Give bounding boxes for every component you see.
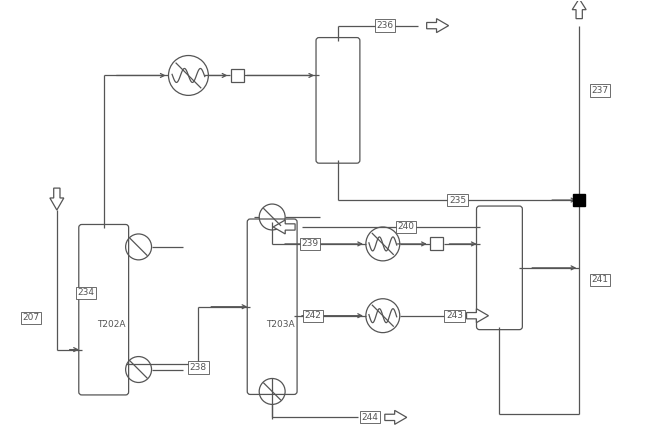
Text: 242: 242	[305, 311, 322, 320]
Text: 240: 240	[397, 222, 414, 232]
Text: 243: 243	[446, 311, 463, 320]
FancyBboxPatch shape	[79, 225, 129, 395]
FancyBboxPatch shape	[316, 38, 360, 163]
FancyBboxPatch shape	[477, 206, 523, 329]
Text: T203A: T203A	[266, 320, 295, 329]
Text: 207: 207	[23, 313, 39, 322]
Text: 236: 236	[376, 21, 393, 30]
Polygon shape	[572, 0, 586, 19]
Text: 237: 237	[592, 86, 609, 95]
Polygon shape	[50, 188, 64, 210]
Polygon shape	[385, 410, 407, 424]
Text: T202A: T202A	[98, 320, 126, 329]
Text: 239: 239	[302, 239, 318, 248]
Text: 234: 234	[78, 288, 94, 297]
Polygon shape	[426, 19, 448, 33]
Text: 244: 244	[361, 413, 379, 422]
Text: 235: 235	[449, 196, 466, 205]
Bar	[430, 237, 443, 250]
Text: 241: 241	[592, 275, 609, 284]
Polygon shape	[466, 309, 488, 323]
Polygon shape	[273, 220, 295, 234]
Bar	[231, 69, 244, 82]
Text: 238: 238	[190, 363, 207, 372]
FancyBboxPatch shape	[247, 219, 297, 395]
